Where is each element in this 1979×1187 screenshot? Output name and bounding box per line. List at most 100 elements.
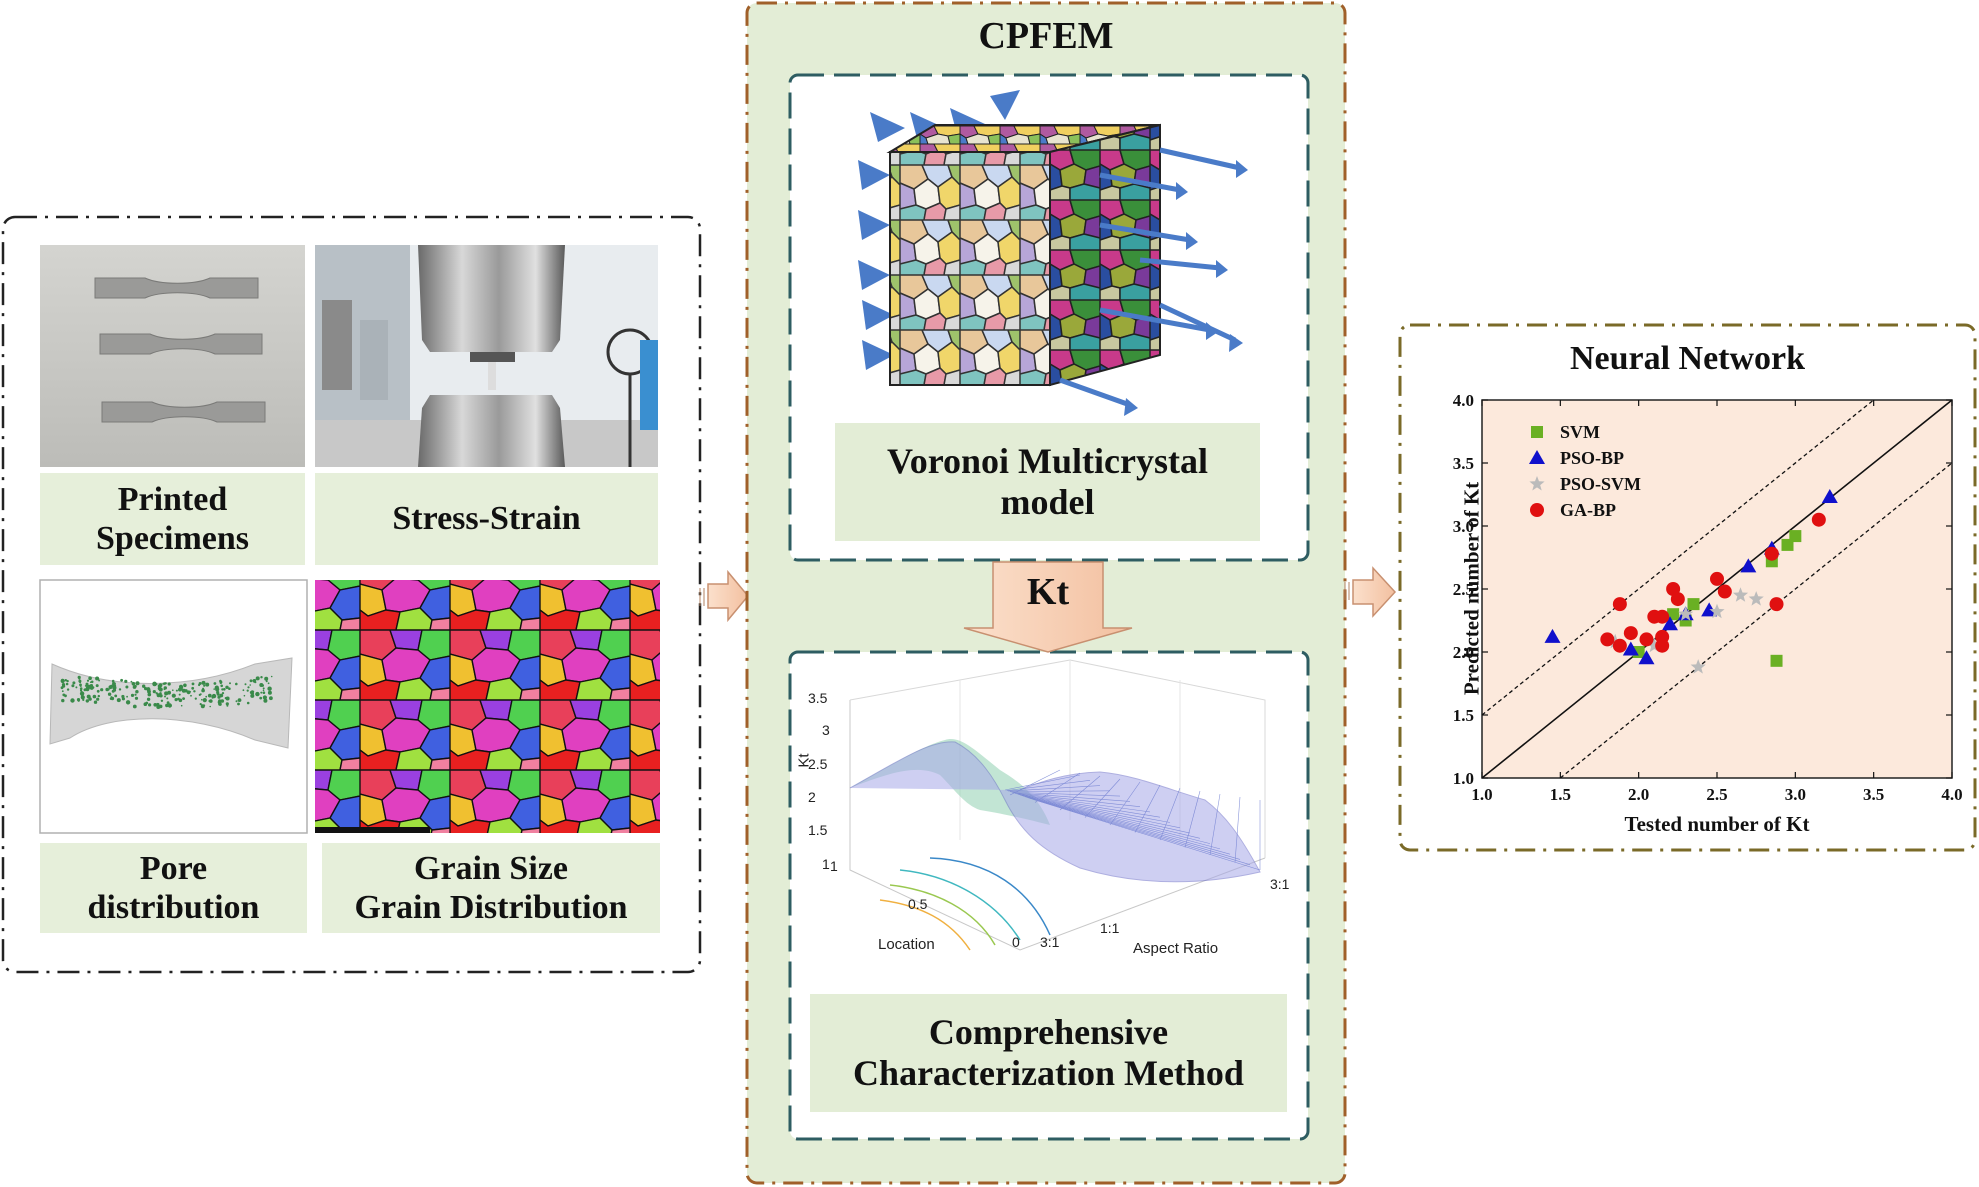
data-point bbox=[1639, 632, 1654, 647]
pore-dot bbox=[202, 698, 207, 703]
cpfem-title: CPFEM bbox=[978, 15, 1114, 57]
y-tick-label: 3.0 bbox=[1453, 517, 1474, 536]
pore-dot bbox=[255, 676, 260, 681]
stress-strain-box bbox=[315, 473, 658, 565]
pore-dot bbox=[166, 701, 170, 705]
pore-dot bbox=[190, 694, 192, 697]
pore-dot bbox=[96, 689, 100, 693]
pore-dot bbox=[213, 682, 217, 685]
pore-dot bbox=[71, 684, 75, 688]
pore-dot bbox=[175, 689, 178, 692]
pore-dot bbox=[259, 696, 263, 700]
data-point bbox=[1638, 650, 1655, 665]
pore-dot bbox=[80, 695, 85, 700]
pore-dot bbox=[209, 699, 213, 703]
x-tick-label: 1.5 bbox=[1550, 785, 1571, 804]
pore-dot bbox=[124, 679, 128, 684]
pore-dot bbox=[112, 685, 117, 691]
pore-dot bbox=[249, 679, 253, 683]
pore-dot bbox=[249, 684, 251, 686]
nn-xlabel: Tested number of Kt bbox=[1624, 812, 1810, 836]
y-tick-label: 2.0 bbox=[1453, 643, 1474, 662]
identity-line bbox=[1481, 399, 1953, 779]
pore-dot bbox=[61, 698, 65, 703]
y-tick-label: 1.5 bbox=[1453, 706, 1474, 725]
pore-dot bbox=[65, 682, 69, 686]
data-point bbox=[1740, 558, 1757, 573]
mesh-line bbox=[1024, 796, 1201, 839]
pore-dot bbox=[269, 696, 273, 701]
y-tick-label: 3.5 bbox=[1453, 454, 1474, 473]
neural-network-title: Neural Network bbox=[1569, 340, 1806, 377]
pore-dot bbox=[114, 695, 117, 697]
legend-label: SVM bbox=[1560, 422, 1600, 442]
pore-dot bbox=[259, 683, 264, 687]
pore-dot bbox=[201, 680, 206, 685]
legend-label: PSO-BP bbox=[1560, 448, 1624, 468]
mesh-line bbox=[1059, 775, 1101, 811]
pore-dot bbox=[60, 678, 65, 684]
pore-dot bbox=[79, 685, 82, 687]
surface-x-tick: 0.5 bbox=[908, 896, 928, 912]
pore-dot bbox=[88, 676, 92, 680]
pore-dot bbox=[153, 703, 157, 707]
pore-dot bbox=[191, 686, 195, 690]
pore-dot bbox=[158, 704, 163, 709]
pore-dot bbox=[130, 680, 133, 683]
pore-distribution-box bbox=[40, 843, 307, 933]
kt-label: Kt bbox=[1026, 570, 1070, 613]
pore-dot bbox=[243, 694, 246, 697]
pore-dot bbox=[218, 702, 222, 706]
pore-dot bbox=[147, 692, 152, 697]
pore-dot bbox=[237, 702, 240, 706]
surface-z-tick: 2 bbox=[808, 789, 816, 805]
grain-size-box bbox=[322, 843, 660, 933]
pore-dot bbox=[130, 693, 135, 698]
data-point bbox=[1709, 603, 1725, 619]
pore-dot bbox=[178, 698, 183, 703]
mesh-line bbox=[1029, 798, 1231, 855]
kt-arrow bbox=[963, 561, 1133, 653]
pore-dot bbox=[265, 680, 268, 683]
pore-dot bbox=[131, 681, 136, 686]
data-point bbox=[1622, 641, 1639, 656]
mesh-line bbox=[1033, 799, 1251, 866]
pore-dot bbox=[269, 692, 271, 695]
mesh-line bbox=[1006, 779, 1091, 791]
pore-dot bbox=[260, 676, 263, 679]
nn-scatter-chart: 1.0 1.5 2.0 2.5 3.0 3.5 4.0 1.0 1.5 2.0 2.5 3.0 3.5 4… bbox=[1453, 391, 1963, 804]
mesh-line bbox=[1084, 778, 1121, 818]
mesh-line bbox=[1023, 795, 1191, 834]
pore-dot bbox=[83, 688, 87, 692]
data-point bbox=[1748, 591, 1764, 606]
x-tick-label: 4.0 bbox=[1941, 785, 1962, 804]
legend-marker bbox=[1531, 426, 1543, 438]
pore-dot bbox=[205, 695, 208, 698]
voronoi-label: Voronoi Multicrystal model bbox=[887, 440, 1208, 522]
pore-dot bbox=[262, 687, 265, 690]
mesh-line bbox=[1034, 772, 1081, 803]
data-point bbox=[1623, 626, 1638, 641]
pore-dot bbox=[270, 675, 273, 678]
pore-dot bbox=[110, 696, 115, 701]
voronoi-label-box bbox=[835, 423, 1260, 541]
data-point bbox=[1821, 489, 1838, 504]
pore-dot bbox=[267, 686, 272, 691]
y-tick-label: 4.0 bbox=[1453, 391, 1474, 410]
pore-dot bbox=[167, 682, 171, 686]
pore-distribution-label: Pore distribution bbox=[87, 849, 260, 926]
pore-dot bbox=[164, 691, 168, 696]
pore-dot bbox=[183, 683, 187, 688]
pore-dot bbox=[260, 691, 263, 694]
pore-dot bbox=[144, 687, 148, 691]
surface-z-tick: 2.5 bbox=[808, 756, 828, 772]
pore-dot bbox=[178, 693, 181, 696]
pore-dot bbox=[215, 687, 220, 692]
pore-dot bbox=[120, 678, 123, 682]
surface-x-tick: 0 bbox=[1012, 934, 1020, 950]
pore-dot bbox=[80, 689, 83, 691]
pore-dot bbox=[64, 695, 66, 697]
data-point bbox=[1662, 616, 1678, 631]
pore-dot bbox=[165, 703, 169, 708]
data-point bbox=[1544, 628, 1561, 643]
